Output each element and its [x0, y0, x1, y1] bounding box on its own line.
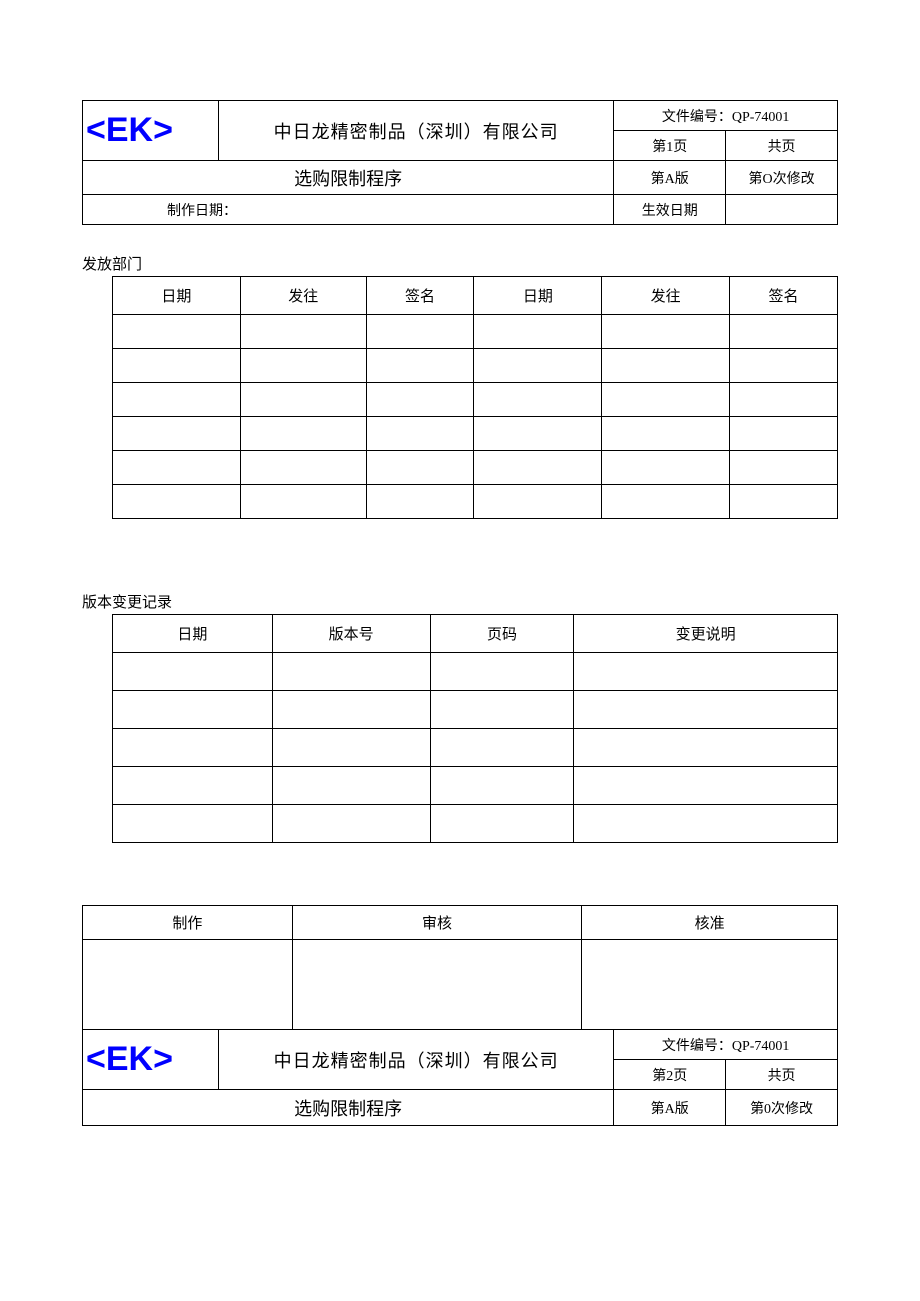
review-cell	[292, 940, 582, 1030]
col-review: 审核	[292, 906, 582, 940]
logo: <EK>	[83, 101, 219, 161]
col-to-1: 发往	[240, 277, 366, 315]
page-current: 第2页	[614, 1060, 726, 1090]
col-version: 版本号	[272, 615, 430, 653]
table-row	[113, 417, 838, 451]
approve-cell	[582, 940, 838, 1030]
distribution-section-title: 发放部门	[82, 253, 838, 274]
page-total: 共页	[726, 1060, 838, 1090]
version: 第A版	[614, 1090, 726, 1126]
table-row	[113, 485, 838, 519]
table-row	[113, 349, 838, 383]
table-row	[113, 729, 838, 767]
table-row	[113, 383, 838, 417]
col-date: 日期	[113, 615, 273, 653]
revision: 第O次修改	[726, 161, 838, 195]
col-to-2: 发往	[602, 277, 730, 315]
doc-number: 文件编号：QP-74001	[614, 101, 838, 131]
table-header-row: 日期 版本号 页码 变更说明	[113, 615, 838, 653]
doc-number: 文件编号：QP-74001	[614, 1030, 838, 1060]
page-total: 共页	[726, 131, 838, 161]
revision: 第0次修改	[726, 1090, 838, 1126]
page-current: 第1页	[614, 131, 726, 161]
version-change-section-title: 版本变更记录	[82, 591, 838, 612]
logo: <EK>	[83, 1030, 219, 1090]
table-row	[113, 691, 838, 729]
make-date-label: 制作日期：	[83, 195, 614, 225]
effective-date-value	[726, 195, 838, 225]
table-row	[113, 805, 838, 843]
version: 第A版	[614, 161, 726, 195]
make-cell	[83, 940, 293, 1030]
col-desc: 变更说明	[574, 615, 838, 653]
version-change-table: 日期 版本号 页码 变更说明	[112, 614, 838, 843]
effective-date-label: 生效日期	[614, 195, 726, 225]
table-row	[113, 451, 838, 485]
col-make: 制作	[83, 906, 293, 940]
company-name: 中日龙精密制品（深圳）有限公司	[218, 1030, 613, 1090]
col-page: 页码	[430, 615, 574, 653]
document-header-2: <EK> 中日龙精密制品（深圳）有限公司 文件编号：QP-74001 第2页 共…	[82, 1029, 838, 1126]
col-sign-2: 签名	[730, 277, 838, 315]
col-date-2: 日期	[474, 277, 602, 315]
approval-table: 制作 审核 核准	[82, 905, 838, 1030]
distribution-table: 日期 发往 签名 日期 发往 签名	[112, 276, 838, 519]
table-row	[113, 315, 838, 349]
doc-title: 选购限制程序	[83, 161, 614, 195]
col-approve: 核准	[582, 906, 838, 940]
doc-title: 选购限制程序	[83, 1090, 614, 1126]
col-date-1: 日期	[113, 277, 241, 315]
col-sign-1: 签名	[366, 277, 474, 315]
table-row	[113, 653, 838, 691]
table-row	[83, 940, 838, 1030]
company-name: 中日龙精密制品（深圳）有限公司	[218, 101, 613, 161]
document-header-1: <EK> 中日龙精密制品（深圳）有限公司 文件编号：QP-74001 第1页 共…	[82, 100, 838, 225]
table-header-row: 制作 审核 核准	[83, 906, 838, 940]
table-row	[113, 767, 838, 805]
table-header-row: 日期 发往 签名 日期 发往 签名	[113, 277, 838, 315]
